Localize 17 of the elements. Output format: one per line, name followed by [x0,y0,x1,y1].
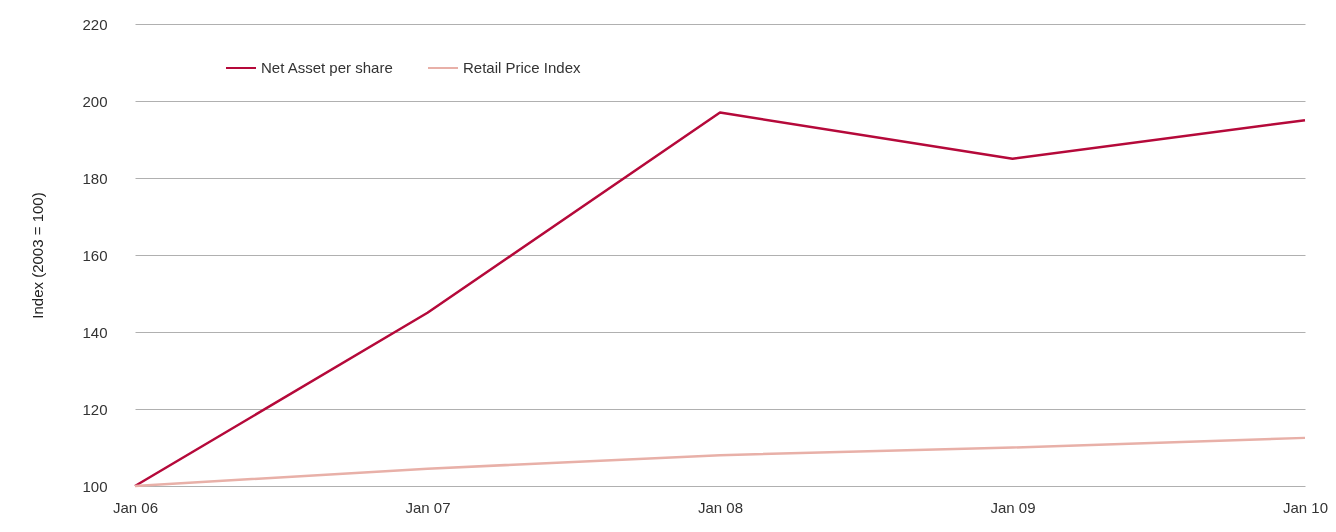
y-tick-label: 140 [82,323,108,341]
y-tick-label: 200 [82,92,108,110]
y-axis-title: Index (2003 = 100) [29,192,47,319]
x-tick-label: Jan 06 [112,498,159,516]
legend-label: Net Asset per share [261,59,393,76]
y-tick-label: 120 [82,400,108,418]
y-tick-label: 220 [82,15,108,33]
y-tick-label: 160 [82,246,108,264]
line-series [133,111,1307,488]
x-tick-label: Jan 10 [1282,498,1329,516]
x-tick-label: Jan 07 [405,498,451,516]
x-tick-label: Jan 08 [697,498,744,516]
legend-label: Retail Price Index [463,59,582,76]
y-tick-label: 100 [82,477,108,495]
y-tick-label: 180 [82,169,108,187]
x-tick-label: Jan 09 [990,498,1036,516]
line-series [133,436,1307,488]
